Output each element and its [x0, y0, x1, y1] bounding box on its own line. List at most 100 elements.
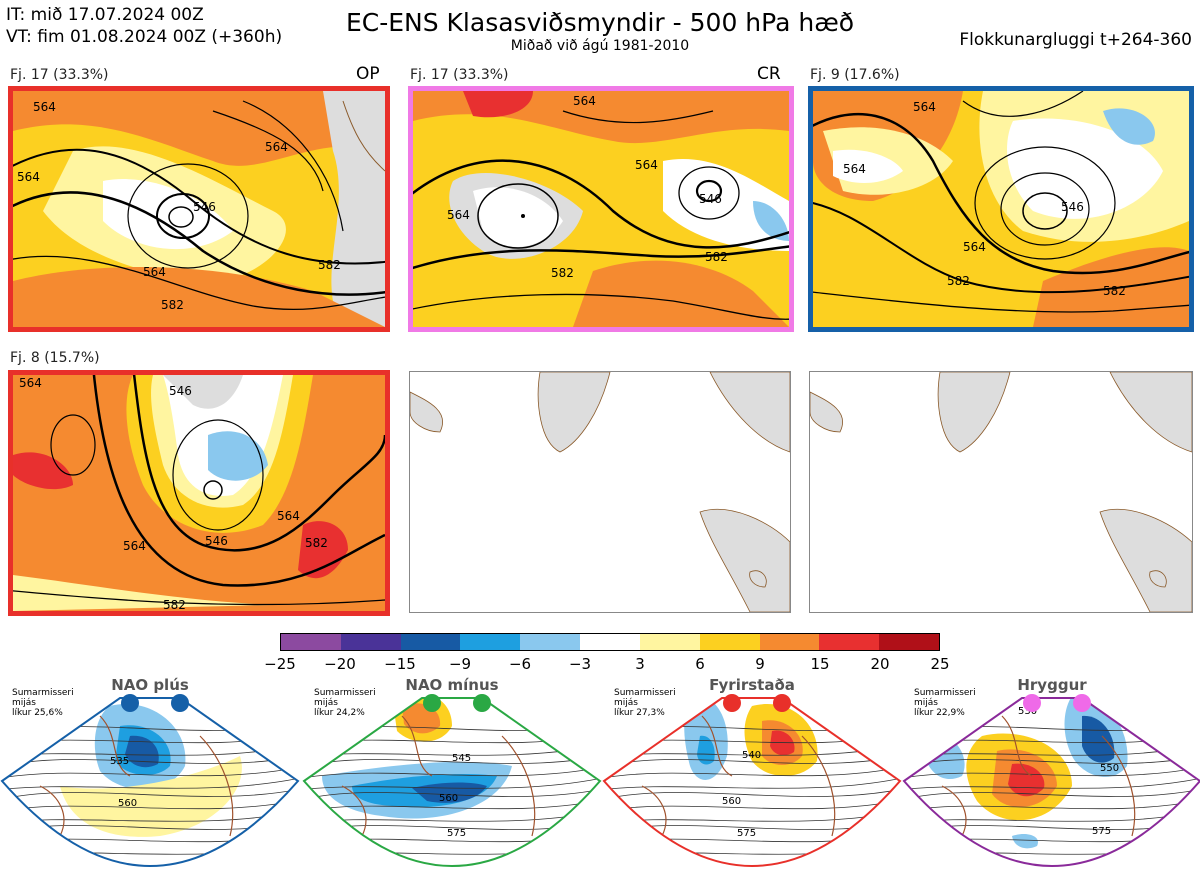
height-contour [2, 764, 298, 781]
contour-label: 546 [1061, 200, 1084, 214]
regime-caption-line: Sumarmisseri [12, 688, 74, 698]
colorbar-tick-label: −20 [324, 655, 356, 673]
regime-panel: 535 560 NAO plús Sumarmisseri mijás líkur 25,… [0, 676, 300, 871]
colorbar-tick-label: 9 [755, 655, 765, 673]
colorbar-segment [759, 634, 820, 650]
coastline [341, 715, 583, 837]
regime-dot [171, 694, 189, 712]
contour-label: 582 [705, 250, 728, 264]
regime-dot [1073, 694, 1091, 712]
contour-label: 540 [742, 750, 761, 761]
contour-label: 546 [699, 192, 722, 206]
page-subtitle: Miðað við ágú 1981-2010 [510, 38, 690, 54]
regime-dot [1023, 694, 1041, 712]
regime-dot [423, 694, 441, 712]
cluster-map-2: 564 564 546 582 582 564 [408, 86, 794, 332]
regime-caption-line: líkur 25,6% [12, 708, 63, 718]
valid-time: VT: fim 01.08.2024 00Z (+360h) [6, 27, 283, 47]
colorbar-tick-label: 20 [870, 655, 890, 673]
colorbar-segment [879, 634, 939, 650]
height-contour [904, 786, 1200, 803]
colorbar-segment [580, 634, 640, 650]
cluster-map-4: 564 546 546 564 564 582 582 [8, 370, 390, 616]
header-info: IT: mið 17.07.2024 00Z VT: fim 01.08.202… [6, 4, 282, 48]
contour-label: 546 [205, 534, 228, 548]
regime-map: 530 550 575 [902, 694, 1200, 868]
contour-label: 560 [722, 796, 741, 807]
regime-frame [302, 697, 602, 868]
contour-label: 582 [163, 598, 186, 611]
regime-caption-line: Sumarmisseri [314, 688, 376, 698]
regime-dot [723, 694, 741, 712]
regime-caption-line: líkur 24,2% [314, 708, 365, 718]
panel-1-tag: OP [356, 64, 380, 84]
contour-label: 564 [913, 100, 936, 114]
contour-label: 564 [963, 240, 986, 254]
regime-caption: Sumarmisseri mijás líkur 25,6% [12, 688, 74, 718]
contour-label: 564 [19, 376, 42, 390]
height-contour [304, 775, 600, 792]
contour-label: 575 [737, 828, 756, 839]
cluster-map-1: 564 564 546 564 582 582 564 [8, 86, 390, 332]
colorbar-segment [819, 634, 880, 650]
regime-name: NAO mínus [405, 676, 499, 694]
regime-caption-line: mijás [12, 698, 36, 708]
contour-label: 582 [551, 266, 574, 280]
regime-caption-line: mijás [914, 698, 938, 708]
contour-label: 564 [265, 140, 288, 154]
colorbar-tick-label: 25 [930, 655, 950, 673]
regime-caption-line: Sumarmisseri [914, 688, 976, 698]
contour-label: 582 [318, 258, 341, 272]
panel-3-label: Fj. 9 (17.6%) [810, 67, 900, 83]
height-contour [904, 775, 1200, 792]
colorbar-segment [340, 634, 401, 650]
contour-label: 582 [1103, 284, 1126, 298]
contour-label: 545 [452, 753, 471, 764]
panel-2-label: Fj. 17 (33.3%) [410, 67, 509, 83]
regime-dot [773, 694, 791, 712]
regime-name: NAO plús [111, 676, 189, 694]
contour-label: 564 [123, 539, 146, 553]
colorbar-tick-label: 15 [810, 655, 830, 673]
regime-dot [121, 694, 139, 712]
anomaly-shading [1082, 715, 1115, 763]
colorbar-segment [460, 634, 521, 650]
init-time: IT: mið 17.07.2024 00Z [6, 5, 204, 25]
colorbar-segment [699, 634, 760, 650]
anomaly-shading [125, 735, 159, 768]
panel-2-tag: CR [757, 64, 781, 84]
regime-map: 545 560 575 [302, 694, 602, 868]
colorbar-tick-label: −6 [508, 655, 532, 673]
contour-label: 575 [447, 828, 466, 839]
regime-caption-line: mijás [314, 698, 338, 708]
contour-label: 560 [439, 793, 458, 804]
colorbar-segment [520, 634, 581, 650]
regime-caption: Sumarmisseri mijás líkur 27,3% [614, 688, 676, 718]
panel-1-label: Fj. 17 (33.3%) [10, 67, 109, 83]
contour-label: 582 [161, 298, 184, 312]
empty-map-6 [809, 371, 1193, 613]
regime-caption: Sumarmisseri mijás líkur 24,2% [314, 688, 376, 718]
panel-4-label: Fj. 8 (15.7%) [10, 350, 100, 366]
height-contour [604, 775, 900, 792]
regime-panel: 540 560 575 Fyrirstaða Sumarmisseri mijás líku… [602, 676, 902, 871]
contour-label: 530 [1018, 706, 1037, 717]
contour-label: 575 [1092, 826, 1111, 837]
colorbar-segment [400, 634, 461, 650]
colorbar-tick-label: −25 [264, 655, 296, 673]
colorbar-tick-label: −9 [448, 655, 472, 673]
colorbar [280, 633, 940, 651]
coastline [641, 715, 883, 837]
contour-label: 564 [635, 158, 658, 172]
regime-caption: Sumarmisseri mijás líkur 22,9% [914, 688, 976, 718]
regime-caption-line: líkur 22,9% [914, 708, 965, 718]
regime-frame [602, 697, 902, 868]
coastline [39, 715, 281, 837]
height-contour [604, 786, 900, 803]
contour-label: 582 [305, 536, 328, 550]
height-contour [904, 764, 1200, 781]
contour-label: 535 [110, 756, 129, 767]
height-contour [2, 775, 298, 792]
classification-window: Flokkunargluggi t+264-360 [959, 30, 1192, 50]
empty-map-5 [409, 371, 791, 613]
